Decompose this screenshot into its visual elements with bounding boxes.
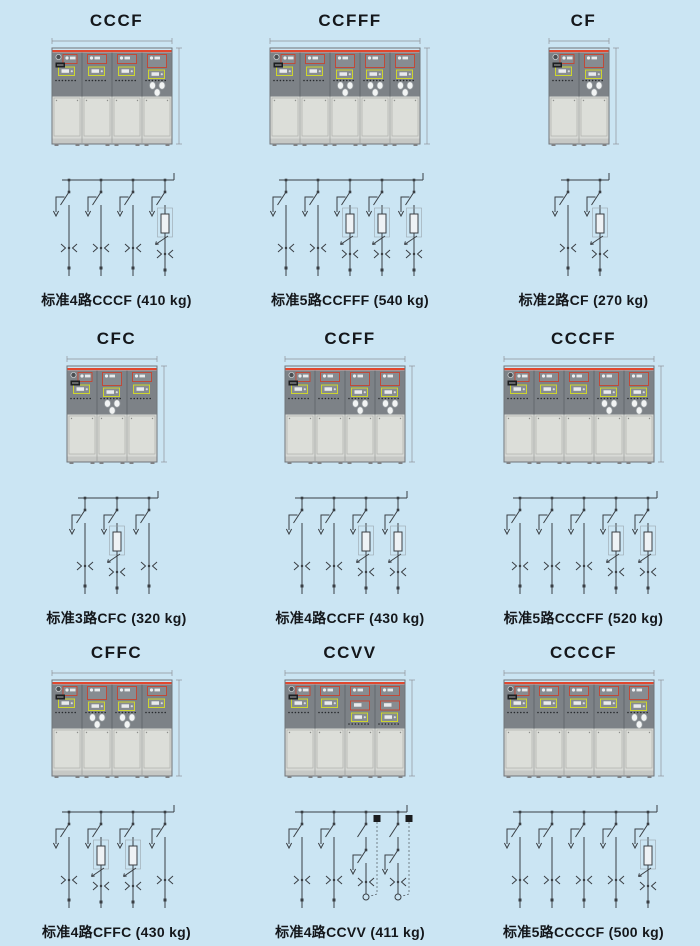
- schematic-svg: [285, 805, 413, 908]
- cabinet-front-view: [282, 354, 418, 480]
- single-line-diagram: [285, 488, 415, 606]
- schematic-svg: [52, 805, 174, 908]
- product-cell-cccf: CCCF 标准4路CCCF (410 kg): [0, 0, 233, 318]
- cabinet-front-view: [64, 354, 170, 480]
- product-cell-cccff: CCCFF 标准5路CCCFF (520 kg): [467, 318, 700, 632]
- product-title: CCCCF: [550, 643, 617, 662]
- single-line-diagram: [503, 488, 665, 606]
- product-cell-cf: CF 标准2路CF (270 kg): [467, 0, 700, 318]
- product-title: CF: [570, 11, 597, 30]
- product-title: CFFC: [90, 643, 143, 662]
- cabinet-drawing-svg: [66, 356, 167, 464]
- product-caption: 标准2路CF (270 kg): [518, 292, 649, 308]
- cabinet-drawing-svg: [503, 670, 664, 778]
- product-cell-ccvv: CCVV 标准4路CCVV (411 kg): [233, 632, 467, 946]
- single-line-diagram: [285, 802, 415, 920]
- cabinet-drawing-svg: [548, 38, 619, 146]
- single-line-diagram: [551, 170, 617, 288]
- product-title: CCVV: [323, 643, 377, 662]
- product-title: CCCFF: [550, 329, 617, 348]
- schematic-svg: [68, 491, 158, 594]
- cabinet-front-view: [282, 668, 418, 794]
- product-title: CCCF: [89, 11, 144, 30]
- schematic-svg: [52, 173, 174, 276]
- cabinet-front-view: [49, 668, 185, 794]
- cabinet-front-view: [267, 36, 433, 162]
- cabinet-drawing-svg: [51, 670, 182, 778]
- cabinet-front-view: [501, 354, 667, 480]
- product-caption: 标准4路CFFC (430 kg): [41, 924, 191, 940]
- product-cell-ccff: CCFF 标准4路CCFF (430 kg): [233, 318, 467, 632]
- product-title: CCFF: [324, 329, 376, 348]
- product-caption: 标准4路CCCF (410 kg): [41, 292, 192, 308]
- cabinet-drawing-svg: [269, 38, 430, 146]
- cabinet-drawing-svg: [284, 356, 415, 464]
- cabinet-drawing-svg: [503, 356, 664, 464]
- schematic-svg: [503, 491, 657, 594]
- product-caption: 标准4路CCVV (411 kg): [275, 924, 425, 940]
- product-caption: 标准3路CFC (320 kg): [46, 610, 187, 626]
- product-caption: 标准4路CCFF (430 kg): [275, 610, 425, 626]
- cabinet-front-view: [501, 668, 667, 794]
- single-line-diagram: [52, 170, 182, 288]
- single-line-diagram: [52, 802, 182, 920]
- schematic-svg: [551, 173, 609, 276]
- product-cell-cffc: CFFC 标准4路CFFC (430 kg): [0, 632, 233, 946]
- schematic-svg: [503, 805, 657, 908]
- cabinet-drawing-svg: [51, 38, 182, 146]
- single-line-diagram: [269, 170, 431, 288]
- schematic-svg: [269, 173, 424, 276]
- cabinet-front-view: [546, 36, 622, 162]
- single-line-diagram: [503, 802, 665, 920]
- cabinet-drawing-svg: [284, 670, 415, 778]
- single-line-diagram: [68, 488, 166, 606]
- product-cell-cfc: CFC 标准3路CFC (320 kg): [0, 318, 233, 632]
- cabinet-front-view: [49, 36, 185, 162]
- product-title: CCFFF: [318, 11, 382, 30]
- schematic-svg: [285, 491, 408, 594]
- product-title: CFC: [96, 329, 137, 348]
- product-cell-ccfff: CCFFF 标准5路CCFFF (540 kg): [233, 0, 467, 318]
- product-caption: 标准5路CCFFF (540 kg): [271, 292, 429, 308]
- product-caption: 标准5路CCCFF (520 kg): [503, 610, 664, 626]
- product-cell-ccccf: CCCCF 标准5路CCCCF (500 kg): [467, 632, 700, 946]
- product-caption: 标准5路CCCCF (500 kg): [503, 924, 664, 940]
